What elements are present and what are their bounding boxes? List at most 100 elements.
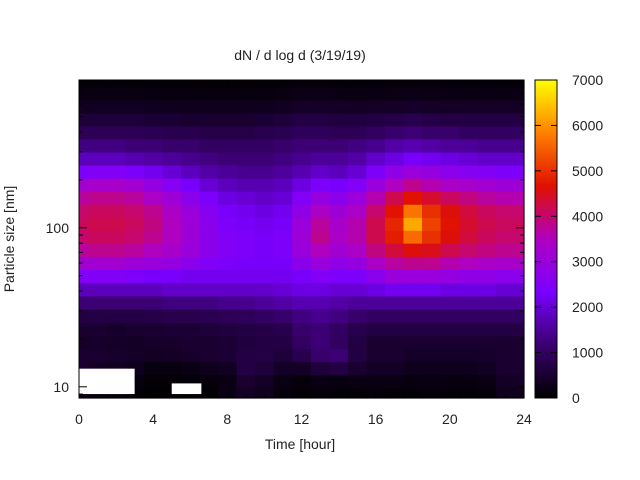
heatmap-cell — [403, 151, 423, 166]
heatmap-cell — [440, 112, 460, 127]
heatmap-cell — [477, 374, 497, 388]
heatmap-cell — [125, 191, 145, 205]
heatmap-cell — [143, 87, 164, 101]
heatmap-cell — [310, 269, 330, 284]
heatmap-cell — [422, 387, 442, 399]
heatmap-cell — [106, 204, 126, 218]
heatmap-cell — [125, 243, 145, 257]
heatmap-cell — [79, 295, 89, 310]
heatmap-cell — [292, 256, 312, 270]
heatmap-cell — [88, 348, 108, 363]
heatmap-cell — [422, 282, 442, 297]
heatmap-cell — [477, 112, 497, 127]
heatmap-cell — [403, 243, 423, 257]
heatmap-cell — [218, 99, 238, 114]
heatmap-cell — [514, 348, 525, 363]
heatmap-cell — [273, 256, 293, 270]
heatmap-cell — [403, 217, 423, 231]
heatmap-cell — [236, 151, 256, 166]
heatmap-cell — [236, 87, 256, 101]
heatmap-cell — [496, 374, 516, 388]
heatmap-cell — [384, 374, 405, 388]
heatmap-cell — [106, 217, 126, 231]
heatmap-cell — [347, 151, 367, 166]
heatmap-cell — [477, 217, 497, 231]
heatmap-cell — [199, 80, 219, 88]
heatmap-cell — [292, 374, 312, 388]
heatmap-cell — [273, 295, 293, 310]
heatmap-cell — [422, 217, 442, 231]
heatmap-cell — [440, 164, 460, 179]
heatmap-cell — [422, 80, 442, 88]
heatmap-cell — [88, 99, 108, 114]
heatmap-cell — [199, 295, 219, 310]
heatmap-cell — [79, 87, 89, 101]
heatmap-cell — [459, 87, 479, 101]
heatmap-cell — [273, 361, 293, 376]
heatmap-cell — [366, 256, 386, 270]
heatmap-cell — [422, 308, 442, 324]
heatmap-cell — [514, 282, 525, 297]
heatmap-cell — [125, 112, 145, 127]
heatmap-cell — [79, 282, 89, 297]
heatmap-cell — [440, 99, 460, 114]
heatmap-cell — [384, 256, 405, 270]
heatmap-cell — [384, 204, 405, 218]
heatmap-cell — [310, 387, 330, 399]
heatmap-cell — [329, 191, 349, 205]
heatmap-cell — [329, 282, 349, 297]
heatmap-cell — [79, 269, 89, 284]
heatmap-cell — [440, 269, 460, 284]
heatmap-cell — [422, 87, 442, 101]
heatmap-cell — [310, 256, 330, 270]
heatmap-cell — [292, 204, 312, 218]
heatmap-cell — [255, 243, 275, 257]
heatmap-cell — [310, 374, 330, 388]
heatmap-cell — [477, 282, 497, 297]
heatmap-cell — [514, 151, 525, 166]
heatmap-cell — [143, 256, 164, 270]
heatmap-cell — [459, 335, 479, 349]
heatmap-cell — [162, 87, 182, 101]
heatmap-cell — [88, 256, 108, 270]
heatmap-cell — [218, 125, 238, 140]
heatmap-cell — [422, 125, 442, 140]
heatmap-cell — [366, 308, 386, 324]
heatmap-cell — [366, 164, 386, 179]
heatmap-cell — [88, 204, 108, 218]
heatmap-cell — [125, 217, 145, 231]
heatmap-cell — [199, 335, 219, 349]
heatmap-cell — [236, 322, 256, 337]
heatmap-cell — [273, 387, 293, 399]
heatmap-cell — [422, 269, 442, 284]
heatmap-cell — [162, 256, 182, 270]
heatmap-cell — [422, 151, 442, 166]
heatmap-cell — [236, 204, 256, 218]
heatmap-cell — [218, 230, 238, 244]
heatmap-cell — [403, 348, 423, 363]
heatmap-cell — [79, 151, 89, 166]
heatmap-cell — [514, 374, 525, 388]
heatmap-cell — [366, 138, 386, 153]
heatmap-cell — [273, 282, 293, 297]
heatmap-cell — [236, 99, 256, 114]
heatmap-cell — [88, 164, 108, 179]
heatmap-cell — [440, 308, 460, 324]
heatmap-cell — [255, 387, 275, 399]
heatmap-cell — [477, 335, 497, 349]
heatmap-cell — [180, 204, 201, 218]
heatmap-cell — [199, 269, 219, 284]
heatmap-cell — [180, 282, 201, 297]
heatmap-cell — [329, 125, 349, 140]
heatmap-cell — [125, 256, 145, 270]
heatmap-cell — [273, 125, 293, 140]
heatmap-cell — [79, 164, 89, 179]
x-axis: 0 4 8 12 16 20 24 — [75, 80, 532, 427]
heatmap-cell — [347, 361, 367, 376]
heatmap-cell — [143, 348, 164, 363]
heatmap-cell — [347, 178, 367, 192]
heatmap-cell — [143, 191, 164, 205]
heatmap-cell — [347, 99, 367, 114]
heatmap-cell — [273, 217, 293, 231]
heatmap-cell — [384, 230, 405, 244]
